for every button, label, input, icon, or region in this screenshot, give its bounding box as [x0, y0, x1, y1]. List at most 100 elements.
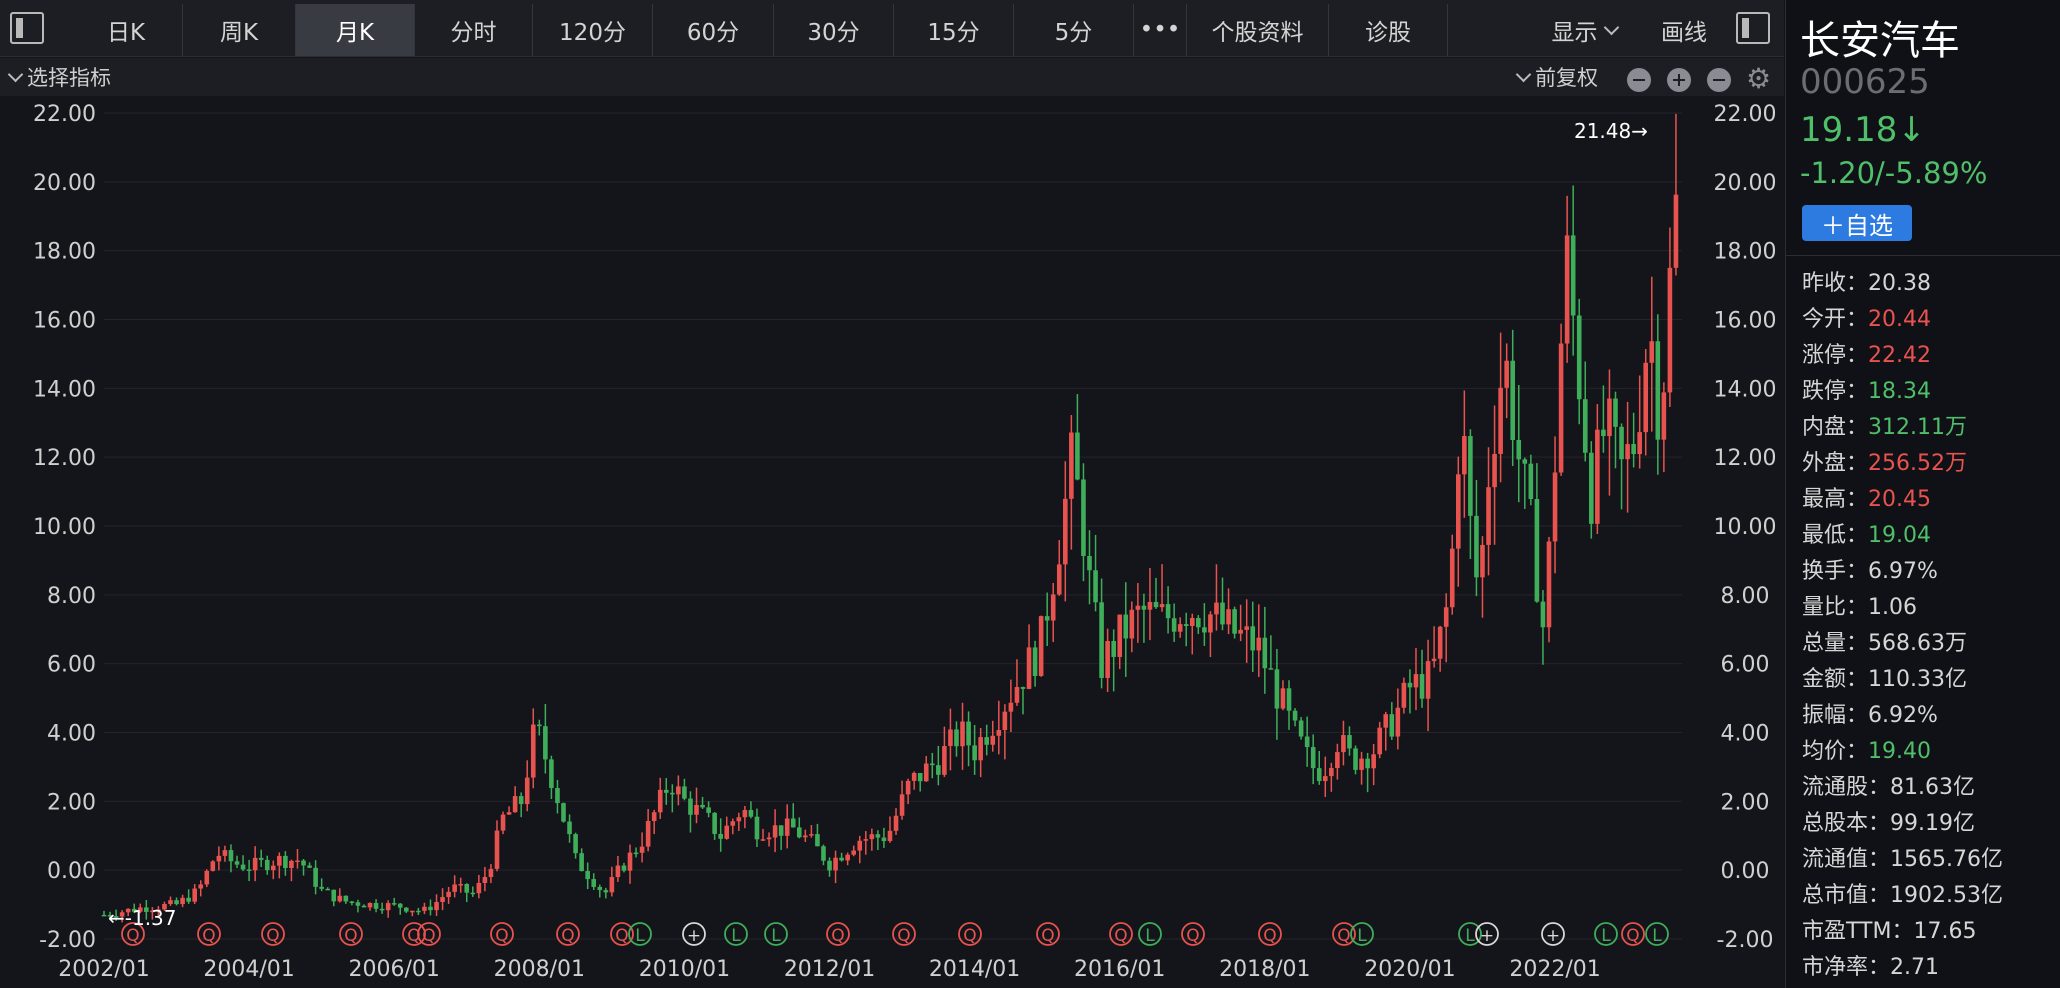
candle-body [905, 780, 911, 795]
candle-body [1589, 452, 1594, 524]
stat-label: 市净率： [1802, 955, 1891, 980]
candle-body [1189, 618, 1195, 626]
tab-4[interactable]: 120分 [533, 4, 653, 56]
tab-3[interactable]: 分时 [415, 4, 533, 56]
stat-label: 总量： [1802, 631, 1869, 656]
event-marker-label: + [1480, 926, 1494, 946]
candle-body [1262, 637, 1268, 669]
candle-body [1425, 661, 1431, 699]
tab-7[interactable]: 15分 [894, 4, 1014, 56]
tab-2[interactable]: 月K [296, 4, 415, 56]
candle-body [518, 796, 524, 805]
candle-body [440, 897, 445, 903]
stat-row: 外盘：256.52万 [1802, 446, 2003, 482]
event-marker [556, 922, 580, 946]
indicator-select[interactable]: 选择指标 [7, 62, 111, 92]
tab-8[interactable]: 5分 [1014, 4, 1134, 56]
candle-body [1292, 710, 1298, 721]
sidebar-toggle-icon[interactable] [10, 12, 44, 44]
candle-body [845, 854, 850, 861]
x-tick-label: 2004/01 [203, 957, 294, 982]
stat-value: 312.11万 [1868, 415, 1967, 440]
stat-label: 流通股： [1802, 775, 1891, 800]
tab-0[interactable]: 日K [70, 4, 183, 56]
candle-body [1063, 498, 1068, 565]
y-tick-label-right: 22.00 [1714, 102, 1777, 127]
candle-body [990, 735, 996, 745]
tab-10[interactable]: 个股资料 [1187, 4, 1329, 56]
candle-body [1081, 479, 1086, 556]
gear-icon[interactable]: ⚙ [1746, 62, 1772, 95]
add-watchlist-button[interactable]: ＋自选 [1802, 205, 1912, 241]
candle-body [700, 804, 705, 808]
collapse-icon[interactable] [1627, 68, 1651, 92]
tab-6[interactable]: 30分 [774, 4, 894, 56]
candle-body [609, 877, 615, 893]
candle-body [1153, 601, 1159, 608]
candle-body [1371, 754, 1376, 769]
zoom-in-icon[interactable] [1667, 68, 1691, 92]
adjust-select[interactable]: 前复权 [1515, 62, 1598, 92]
candle-body [567, 821, 572, 835]
y-tick-label-right: 4.00 [1721, 722, 1770, 747]
zoom-out-icon[interactable] [1707, 68, 1731, 92]
event-marker [1645, 922, 1669, 946]
divider [1786, 255, 2060, 256]
current-price: 19.18↓ [1800, 110, 1926, 150]
candle-body [331, 889, 337, 902]
event-marker-label: Q [495, 926, 508, 946]
draw-line-button[interactable]: 画线 [1661, 20, 1707, 46]
candle-body [301, 860, 306, 866]
stat-row: 内盘：312.11万 [1802, 410, 2003, 446]
candle-body [216, 855, 222, 862]
x-tick-label: 2002/01 [58, 957, 149, 982]
candle-body [688, 798, 693, 815]
candle-body [754, 816, 760, 840]
candle-body [1014, 687, 1020, 703]
event-marker [1258, 922, 1282, 946]
indicator-bar: 选择指标 前复权 ⚙ [0, 58, 1784, 96]
stat-value: 19.40 [1868, 739, 1931, 764]
kline-chart[interactable]: 22.00 20.00 18.00 16.00 14.00 12.00 10.00 8.00 6… [0, 96, 1784, 988]
y-tick-label: 0.00 [47, 859, 96, 884]
stat-label: 市盈TTM： [1802, 919, 1914, 944]
candle-body [633, 852, 639, 855]
stat-label: 金额： [1802, 667, 1869, 692]
candle-body [663, 789, 669, 793]
event-marker-label: L [635, 926, 645, 946]
event-marker [958, 922, 982, 946]
event-marker [724, 922, 748, 946]
candle-body [1171, 618, 1177, 632]
candle-body [1643, 362, 1649, 433]
candle-body [960, 721, 965, 747]
candle-body [198, 884, 204, 889]
stat-label: 涨停： [1802, 343, 1869, 368]
candle-body [718, 833, 723, 839]
candle-body [530, 724, 536, 778]
candle-body [1443, 607, 1449, 627]
adjust-label: 前复权 [1535, 66, 1598, 90]
x-tick-label: 2014/01 [929, 957, 1020, 982]
y-axis-left: 22.00 20.00 18.00 16.00 14.00 12.00 10.00 8.00 6… [33, 102, 96, 953]
candle-body [410, 910, 415, 913]
event-marker-label: Q [831, 926, 844, 946]
stat-value: 99.19亿 [1890, 811, 1975, 836]
event-marker-label: Q [561, 926, 574, 946]
tab-11[interactable]: 诊股 [1329, 4, 1448, 56]
candle-body [1341, 735, 1346, 753]
event-marker-label: L [771, 926, 781, 946]
candle-body [446, 891, 451, 898]
stat-label: 均价： [1802, 739, 1869, 764]
event-marker [121, 922, 145, 946]
stat-label: 总股本： [1802, 811, 1891, 836]
display-menu[interactable]: 显示 [1524, 4, 1644, 56]
tab-1[interactable]: 周K [183, 4, 296, 56]
candle-body [833, 857, 838, 871]
candle-body [1601, 429, 1606, 437]
stat-label: 最低： [1802, 523, 1869, 548]
tab-9[interactable]: ••• [1134, 4, 1187, 56]
tab-5[interactable]: 60分 [653, 4, 774, 56]
candle-body [137, 907, 143, 912]
right-panel-toggle-icon[interactable] [1736, 12, 1770, 44]
candle-body [1026, 647, 1032, 689]
